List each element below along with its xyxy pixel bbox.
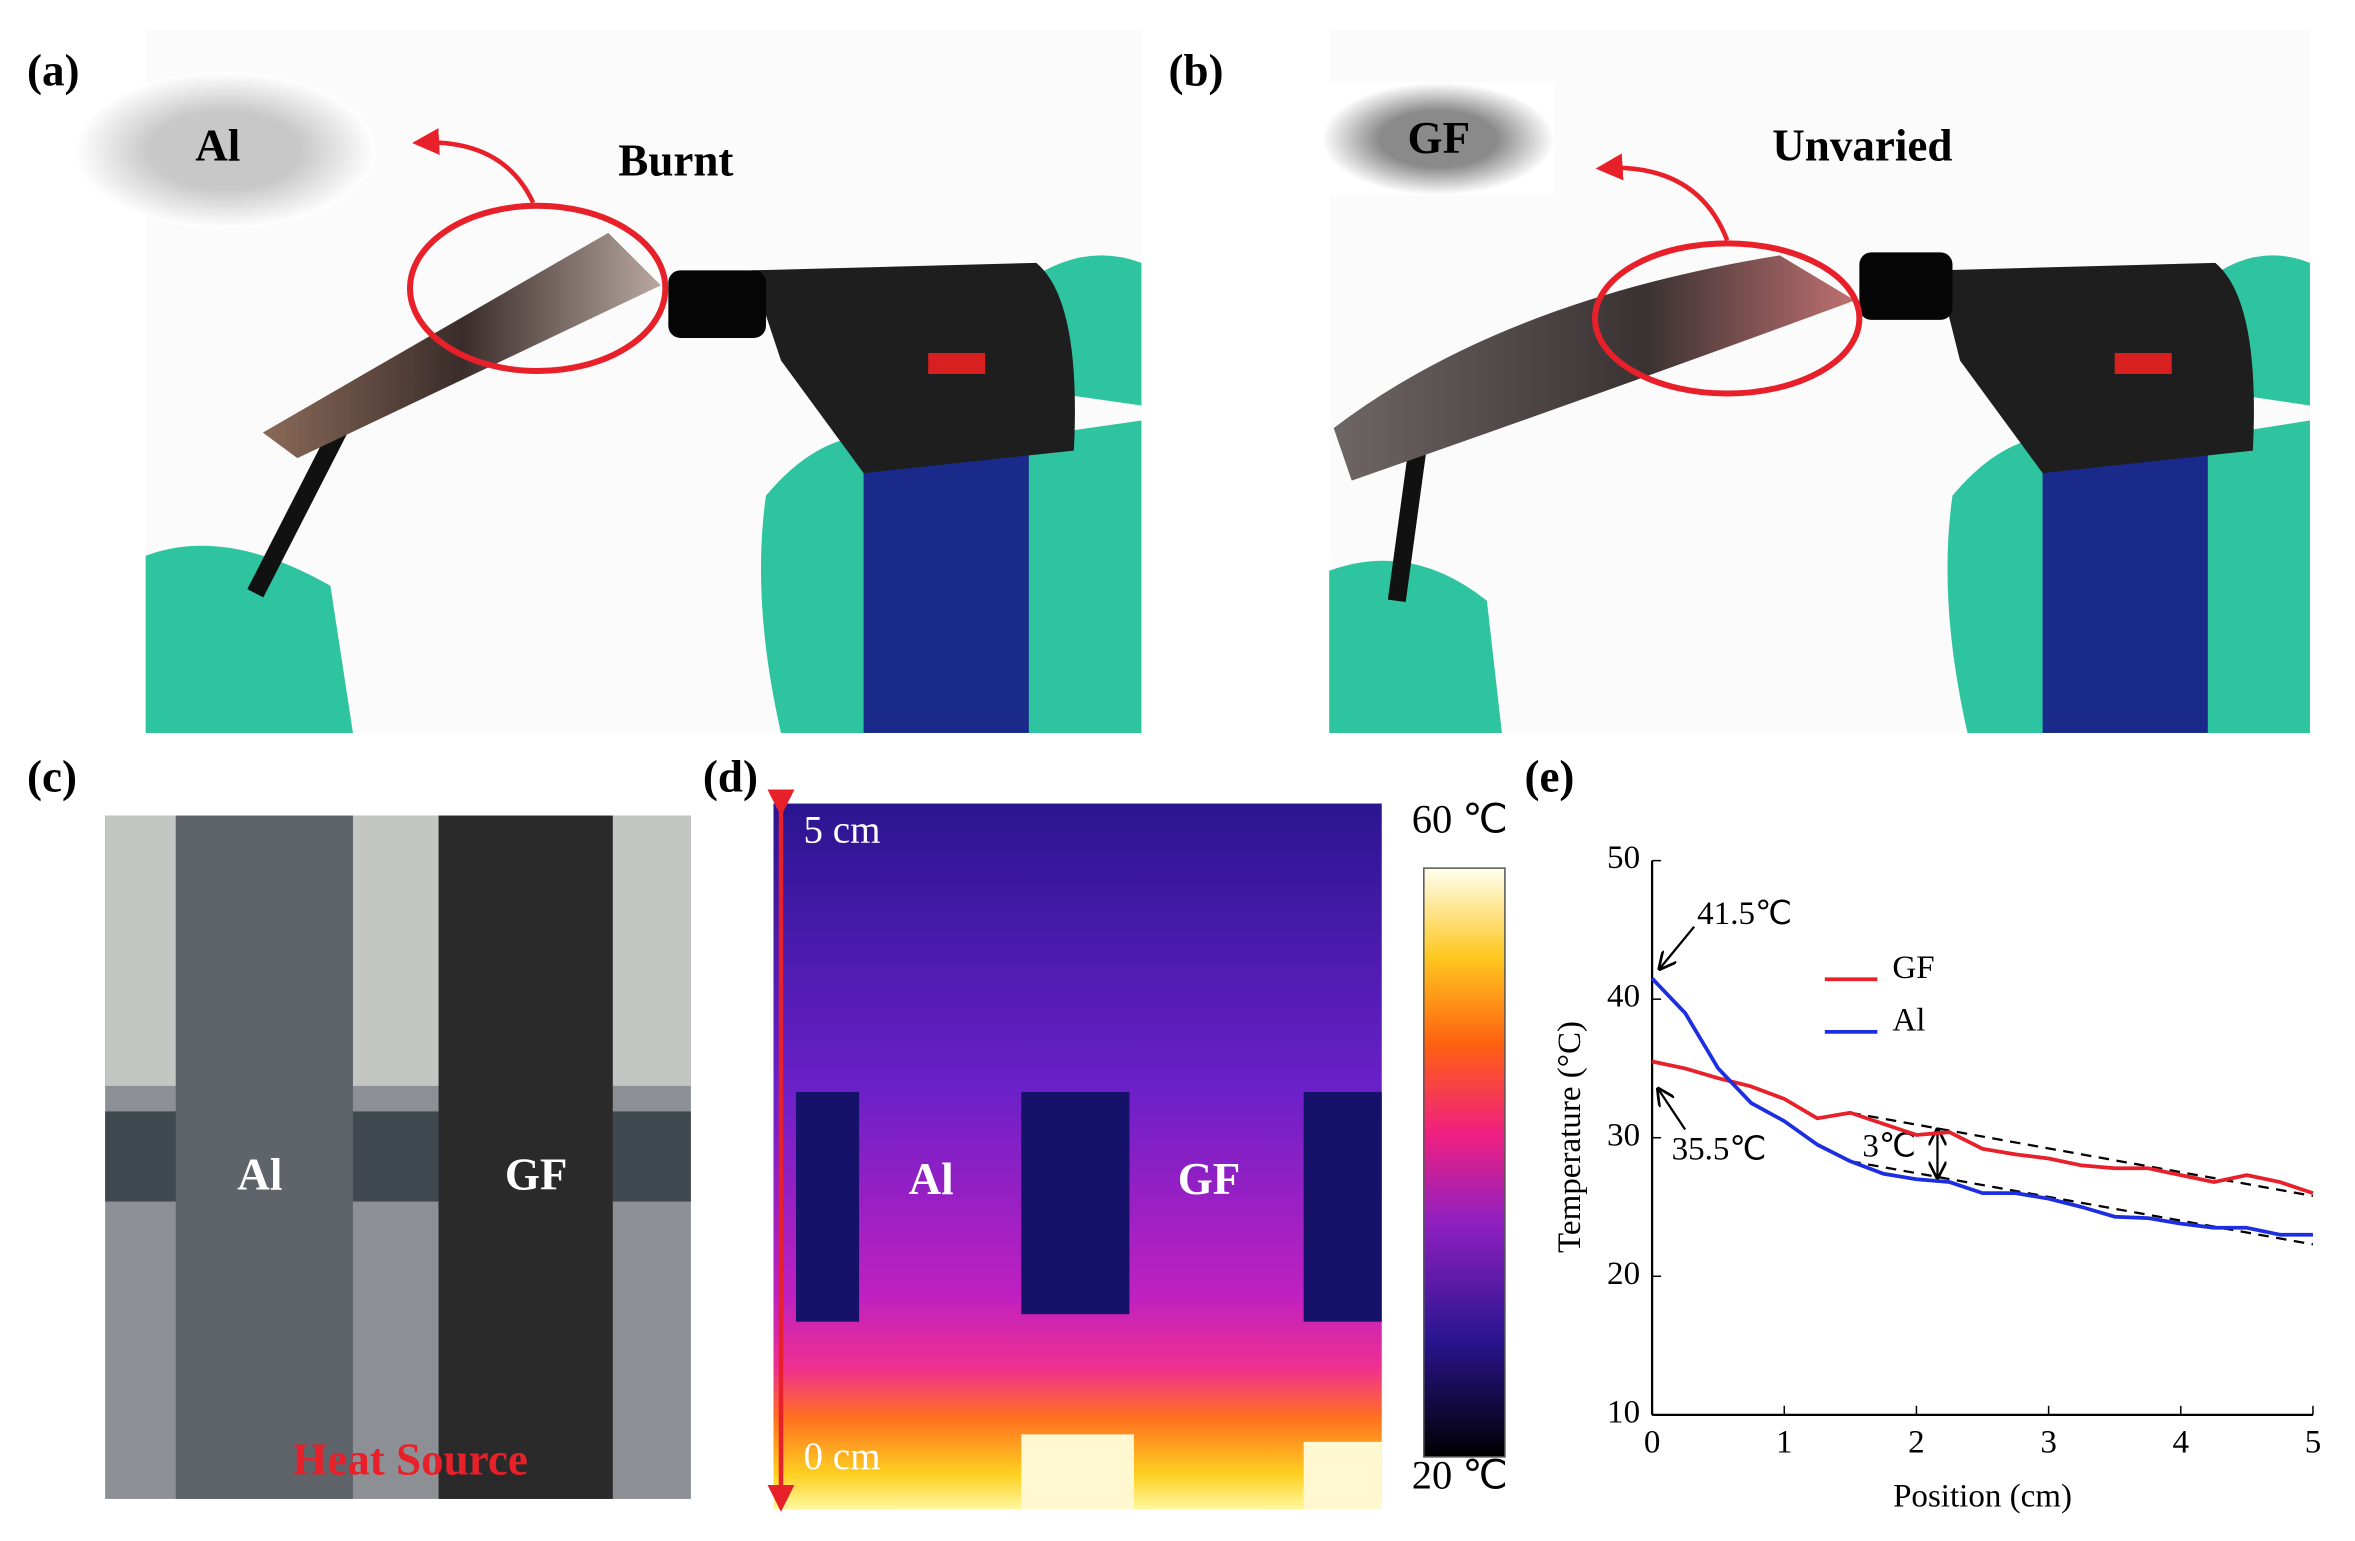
scale-label: 5 cm — [804, 809, 881, 852]
photo-shape — [863, 450, 1029, 733]
colorbar-label: 20 ℃ — [1412, 1453, 1508, 1498]
caption: Unvaried — [1772, 121, 1952, 171]
region-label: Al — [909, 1154, 954, 1204]
x-tick-label: 4 — [2173, 1424, 2190, 1460]
x-tick-label: 0 — [1644, 1424, 1661, 1460]
x-axis-label: Position (cm) — [1893, 1479, 2072, 1515]
annotation-arrow — [1658, 1089, 1687, 1131]
annotation: 35.5℃ — [1672, 1132, 1767, 1168]
photo-shape — [2114, 352, 2172, 374]
photo-shape — [928, 352, 986, 374]
photo-shape — [1859, 252, 1953, 320]
photo-shape — [1387, 434, 1429, 603]
x-tick-label: 2 — [1908, 1424, 1925, 1460]
fit-line — [1850, 1160, 2314, 1246]
annotation: 3℃ — [1862, 1129, 1916, 1165]
y-tick-label: 50 — [1607, 840, 1640, 876]
strip-label: Al — [237, 1149, 282, 1199]
annotation: 41.5℃ — [1697, 896, 1792, 932]
photo-shape — [1321, 82, 1555, 196]
heat-source-label: Heat Source — [292, 1435, 528, 1485]
photo-shape — [1423, 867, 1506, 1458]
y-tick-label: 40 — [1607, 979, 1640, 1015]
photo-shape — [2042, 450, 2208, 733]
x-tick-label: 3 — [2040, 1424, 2057, 1460]
strip-label: GF — [505, 1149, 568, 1199]
region-label: GF — [1178, 1154, 1241, 1204]
x-tick-label: 1 — [1776, 1424, 1793, 1460]
x-tick-label: 5 — [2305, 1424, 2322, 1460]
photo-shape — [1592, 240, 1863, 397]
photo-shape — [75, 72, 376, 229]
photo-shape — [668, 270, 766, 338]
line-chart: (e) Position (cm) Temperature (°C) 41.5℃… — [1524, 751, 2072, 1514]
photo-shape — [1595, 153, 1730, 242]
photo-shape — [1333, 255, 1855, 481]
photo-shape — [1303, 1091, 1382, 1322]
fit-line — [1850, 1111, 2314, 1198]
photo-shape — [145, 545, 353, 733]
y-tick-label: 10 — [1607, 1394, 1640, 1430]
y-axis-label: Temperature (°C) — [1552, 1021, 1588, 1253]
colorbar-label: 60 ℃ — [1412, 796, 1508, 841]
photo-shape — [1303, 1441, 1382, 1510]
photo-shape — [438, 815, 613, 1499]
photo-shape — [1021, 1434, 1134, 1510]
scale-label: 0 cm — [804, 1435, 881, 1478]
inset-label: GF — [1408, 113, 1471, 163]
inset-label: Al — [195, 121, 240, 171]
photo-shape — [262, 232, 661, 459]
photo-shape — [175, 815, 353, 1499]
photo-shape — [407, 202, 669, 374]
panel-label: (c) — [27, 751, 77, 801]
caption: Burnt — [618, 136, 733, 186]
data-line — [1651, 1059, 2314, 1195]
annotation-arrow — [1660, 925, 1696, 969]
photo-shape — [1937, 262, 2254, 474]
panel-label: (e) — [1524, 751, 1574, 801]
panel-label: (a) — [27, 45, 80, 95]
photo-shape — [750, 262, 1075, 474]
legend-label: Al — [1892, 1002, 1925, 1038]
y-tick-label: 20 — [1607, 1256, 1640, 1292]
photo-shape — [412, 128, 536, 204]
panel-label: (d) — [703, 751, 758, 801]
y-tick-label: 30 — [1607, 1117, 1640, 1153]
panel-label: (b) — [1168, 45, 1223, 95]
photo-shape — [1329, 560, 1502, 733]
data-line — [1650, 977, 2313, 1237]
legend-label: GF — [1892, 950, 1934, 986]
photo-shape — [796, 1091, 860, 1322]
photo-shape — [1021, 1091, 1130, 1315]
